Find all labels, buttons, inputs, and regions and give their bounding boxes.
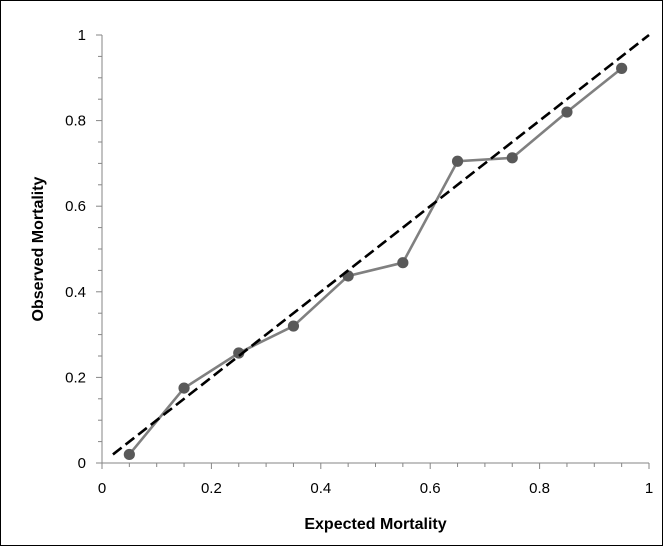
data-point — [233, 347, 245, 359]
x-tick-label: 0.2 — [201, 480, 222, 497]
data-point — [178, 382, 190, 394]
y-tick-label: 0.2 — [65, 369, 86, 386]
x-tick-label: 1 — [645, 480, 653, 497]
y-tick-label: 0.6 — [65, 198, 86, 215]
data-point — [397, 257, 409, 269]
data-point — [451, 155, 464, 167]
y-tick-label: 1 — [78, 27, 86, 44]
y-axis-title: Observed Mortality — [30, 176, 47, 321]
x-tick-label: 0.6 — [420, 480, 441, 497]
observed-series-line — [128, 67, 623, 456]
y-tick-label: 0.8 — [65, 113, 86, 130]
data-point — [616, 62, 628, 74]
data-point — [561, 106, 573, 118]
series — [112, 33, 650, 461]
data-point — [123, 448, 135, 461]
y-tick-label: 0.4 — [65, 284, 86, 301]
data-point — [287, 320, 300, 332]
reference-line — [112, 33, 650, 456]
data-point — [506, 152, 518, 164]
x-tick-label: 0.4 — [310, 480, 331, 497]
y-tick-label: 0 — [78, 455, 86, 472]
x-tick-label: 0.8 — [529, 480, 550, 497]
x-tick-label: 0 — [98, 480, 106, 497]
x-axis-title: Expected Mortality — [304, 516, 446, 533]
ticks: 0 0.2 0.4 0.6 0.8 1 0 0.2 0.4 0.6 0.8 1 — [65, 27, 653, 497]
